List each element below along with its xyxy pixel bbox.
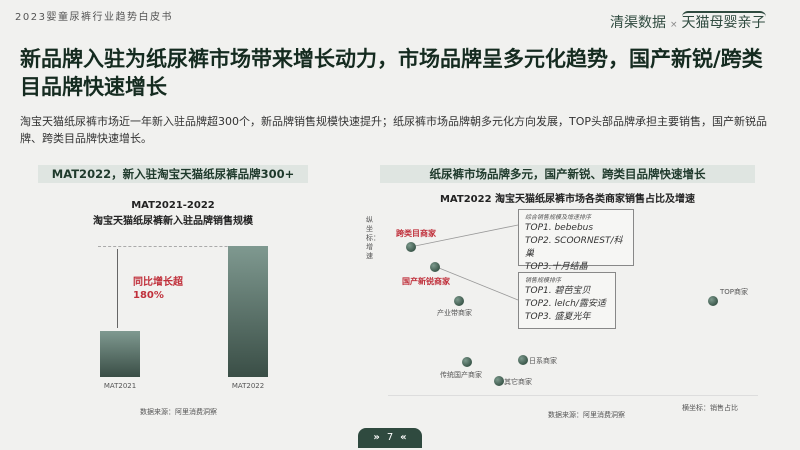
x-axis-label: 横坐标：销售占比 [682, 404, 738, 412]
growth-label: 同比增长超 180% [133, 276, 183, 302]
point-label: 传统国产商家 [440, 371, 482, 379]
box-item: TOP2. leIch/露安适 [525, 299, 606, 309]
bar-mat2022 [228, 246, 268, 377]
right-chart-title: MAT2022 淘宝天猫纸尿裤市场各类商家销售占比及增速 [439, 194, 696, 205]
box-item: TOP3. 盛夏光年 [525, 312, 591, 322]
page-navigator: » 7 « [358, 428, 422, 448]
summary-text: 淘宝天猫纸尿裤市场近一年新入驻品牌超300个，新品牌销售规模快速提升；纸尿裤市场… [20, 115, 768, 145]
box-item: TOP2. SCOORNEST/科巢 [525, 236, 623, 259]
point-other [494, 376, 504, 386]
logo-separator: × [670, 20, 678, 30]
connector-line [438, 267, 519, 301]
point-label: 产业带商家 [437, 309, 472, 317]
left-banner: MAT2022，新入驻淘宝天猫纸尿裤品牌300+ [38, 165, 308, 183]
growth-arrow [117, 249, 118, 328]
point-domestic-new [430, 262, 440, 272]
point-label: 其它商家 [504, 378, 532, 386]
box-item: TOP1. 碧芭宝贝 [525, 286, 591, 296]
point-label: TOP商家 [720, 288, 749, 296]
logo-qingqu: 清渠数据 [610, 15, 666, 31]
point-label: 国产新锐商家 [402, 277, 450, 286]
bar-label: MAT2022 [231, 382, 265, 390]
growth-value: 180% [133, 290, 164, 301]
left-source: 数据来源：阿里消费洞察 [140, 408, 217, 416]
point-traditional-domestic [462, 357, 472, 367]
left-chart-title: MAT2021-2022 [131, 200, 215, 211]
point-label: 日系商家 [529, 357, 557, 365]
point-label: 跨类目商家 [396, 229, 436, 238]
right-source: 数据来源：阿里消费洞察 [548, 411, 625, 419]
box-heading: 销售规模排序 [525, 277, 562, 284]
box-item: TOP1. bebebus [525, 223, 594, 233]
prev-page-button[interactable]: « [400, 432, 407, 443]
document-title: 2023婴童尿裤行业趋势白皮书 [15, 12, 173, 23]
top-brands-box-1: 综合销售规模及增速排序 TOP1. bebebus TOP2. SCOORNES… [518, 209, 634, 272]
point-japanese [518, 355, 528, 365]
next-page-button[interactable]: » [373, 432, 380, 443]
point-industrial-belt [454, 296, 464, 306]
box-heading: 综合销售规模及增速排序 [525, 214, 592, 221]
point-top [708, 296, 718, 306]
left-chart-subtitle: 淘宝天猫纸尿裤新入驻品牌销售规模 [93, 216, 253, 227]
box-item: TOP3.十月结晶 [525, 262, 588, 272]
connector-line [414, 224, 519, 247]
logo-tmall: 天猫母婴亲子 [681, 11, 766, 31]
bar-mat2021 [100, 331, 140, 377]
top-brands-box-2: 销售规模排序 TOP1. 碧芭宝贝 TOP2. leIch/露安适 TOP3. … [518, 272, 616, 329]
page-headline: 新品牌入驻为纸尿裤市场带来增长动力，市场品牌呈多元化趋势，国产新锐/跨类目品牌快… [20, 47, 763, 99]
reference-line [98, 246, 268, 247]
x-axis [388, 395, 758, 396]
y-axis-label: 纵坐标：增速 [366, 216, 380, 260]
brand-logo: 清渠数据 × 天猫母婴亲子 [610, 11, 766, 32]
growth-text: 同比增长超 [133, 277, 183, 288]
bar-label: MAT2021 [103, 382, 137, 390]
point-cross-category [406, 242, 416, 252]
page-number: 7 [386, 432, 394, 443]
right-banner: 纸尿裤市场品牌多元，国产新锐、跨类目品牌快速增长 [380, 165, 755, 183]
